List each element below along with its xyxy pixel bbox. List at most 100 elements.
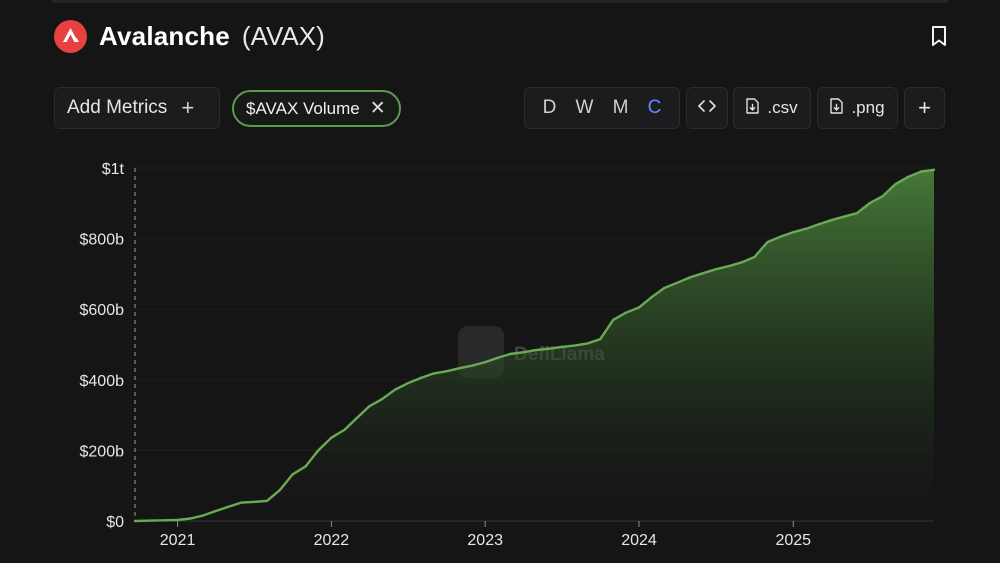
y-axis: $0 $200b $400b $600b $800b $1t [80, 161, 125, 531]
data-point [214, 509, 217, 513]
data-point [779, 235, 782, 238]
data-point [740, 261, 743, 264]
x-tick-label: 2022 [314, 532, 350, 549]
data-point [330, 436, 333, 439]
data-point [497, 356, 500, 359]
x-tick-label: 2023 [467, 532, 503, 549]
data-point [304, 465, 307, 468]
data-point [753, 255, 756, 259]
data-point [842, 215, 845, 218]
series-area [135, 169, 934, 522]
data-point [201, 514, 204, 517]
download-csv-button[interactable]: .csv [733, 87, 811, 129]
data-point [599, 338, 602, 341]
x-axis: 2021 2022 2023 2024 2025 [160, 521, 811, 549]
x-tick-label: 2024 [621, 532, 657, 549]
data-point [688, 276, 692, 279]
csv-label: .csv [767, 98, 798, 117]
data-point [560, 345, 563, 349]
divider [52, 0, 948, 3]
data-point [534, 348, 537, 352]
download-png-button[interactable]: .png [817, 87, 898, 129]
plus-icon: + [918, 95, 931, 120]
data-point [521, 351, 525, 354]
data-point [432, 372, 435, 375]
x-tick-label: 2021 [160, 532, 196, 549]
data-point [855, 212, 859, 215]
data-point [637, 306, 641, 309]
period-monthly-button[interactable]: M [612, 97, 629, 118]
code-icon [698, 99, 716, 117]
period-selector: D W M C [524, 87, 680, 129]
data-point [150, 519, 154, 522]
more-options-button[interactable]: + [904, 87, 945, 129]
png-label: .png [851, 98, 885, 117]
y-tick-label: $400b [80, 373, 125, 390]
data-point [163, 519, 166, 522]
y-tick-label: $800b [80, 232, 125, 249]
data-point [508, 352, 512, 356]
data-point [380, 398, 384, 401]
data-point [419, 376, 422, 380]
file-download-icon [830, 97, 844, 119]
data-point [663, 286, 666, 290]
data-point [278, 488, 282, 492]
embed-button[interactable] [686, 87, 728, 129]
data-point [470, 364, 474, 367]
data-point [458, 367, 461, 370]
data-point [894, 182, 897, 186]
data-point [612, 318, 615, 321]
data-point [727, 264, 730, 268]
data-point [805, 227, 808, 230]
data-point [176, 518, 179, 522]
data-point [792, 231, 795, 234]
metric-chip-label: $AVAX Volume [246, 98, 360, 118]
data-point [355, 417, 358, 420]
data-point [317, 449, 320, 452]
data-point [406, 382, 409, 385]
data-point [445, 370, 448, 373]
page-title: Avalanche (AVAX) [54, 18, 325, 54]
data-point [547, 347, 550, 350]
data-point [484, 360, 487, 364]
protocol-ticker: (AVAX) [241, 20, 325, 51]
data-point [252, 500, 255, 504]
data-point [265, 499, 269, 503]
add-metrics-label: Add Metrics [67, 97, 168, 118]
data-point [226, 505, 230, 509]
data-point [291, 473, 294, 476]
data-point [881, 195, 884, 198]
period-cumulative-button[interactable]: C [647, 97, 662, 118]
data-point [133, 519, 137, 523]
data-point [650, 295, 654, 298]
data-point [189, 517, 192, 520]
file-download-icon [746, 97, 760, 119]
data-point [714, 268, 717, 271]
add-metrics-button[interactable]: Add Metrics + [54, 87, 220, 129]
data-point [830, 219, 833, 222]
close-icon[interactable]: ✕ [369, 98, 386, 119]
period-daily-button[interactable]: D [542, 97, 557, 118]
data-point [701, 272, 705, 275]
data-point [907, 175, 910, 178]
data-point [368, 405, 371, 408]
metric-chip[interactable]: $AVAX Volume ✕ [232, 90, 401, 127]
x-tick-label: 2025 [775, 532, 811, 549]
data-point [676, 281, 679, 284]
y-tick-label: $1t [102, 161, 125, 178]
data-point [393, 388, 397, 391]
avalanche-logo-icon [54, 19, 87, 53]
data-point [343, 428, 346, 432]
y-tick-label: $200b [80, 443, 125, 460]
protocol-name: Avalanche [99, 20, 230, 51]
data-point [816, 223, 820, 226]
data-point [868, 202, 871, 205]
period-weekly-button[interactable]: W [575, 97, 594, 118]
data-point [573, 344, 576, 347]
data-point [932, 168, 936, 171]
y-tick-label: $0 [106, 514, 124, 531]
plus-icon: + [181, 95, 195, 120]
bookmark-icon[interactable] [929, 24, 949, 48]
